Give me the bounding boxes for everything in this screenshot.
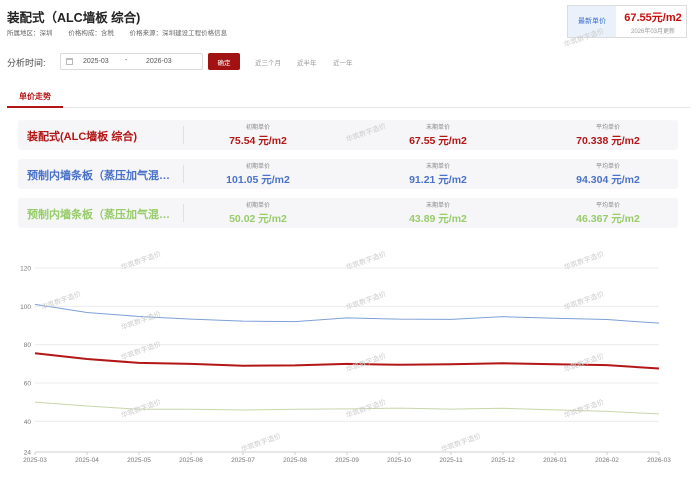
filter-label: 分析时间: bbox=[7, 58, 46, 68]
initial-price: 101.05 元/m2 bbox=[226, 174, 290, 186]
y-tick-label: 60 bbox=[24, 381, 32, 388]
final-price: 91.21 元/m2 bbox=[409, 174, 467, 186]
x-tick-label: 2025-03 bbox=[23, 457, 47, 464]
latest-price-card: 最新单价 67.55元/m2 2026年03月更新 bbox=[567, 5, 687, 38]
calendar-icon bbox=[66, 58, 73, 65]
stat-row: 预制内墙条板（蒸压加气混… 初期单价 101.05 元/m2 末期单价 91.2… bbox=[18, 159, 678, 189]
y-tick-label: 24 bbox=[24, 450, 32, 457]
x-tick-label: 2025-05 bbox=[127, 457, 151, 464]
latest-price-label: 最新单价 bbox=[568, 6, 616, 37]
initial-price-cell: 初期单价 101.05 元/m2 bbox=[188, 161, 328, 187]
series-name: 预制内墙条板（蒸压加气混… bbox=[27, 170, 170, 182]
latest-price-value: 67.55元/m2 bbox=[624, 12, 682, 24]
start-date[interactable]: 2025-03 bbox=[83, 58, 109, 65]
line-chart-svg: 24 40 60 80 100 120 2025-03 2025-04 2025-05 2025-… bbox=[20, 266, 671, 465]
y-tick-label: 100 bbox=[20, 304, 31, 311]
region-info: 所属地区：深圳 bbox=[7, 30, 53, 37]
x-tick-label: 2025-11 bbox=[439, 457, 463, 464]
x-tick-label: 2025-06 bbox=[179, 457, 203, 464]
series-name: 装配式(ALC墙板 综合) bbox=[27, 131, 137, 143]
y-tick-label: 40 bbox=[24, 419, 32, 426]
analysis-time-filter: 分析时间: 2025-03 - 2026-03 确定 近三个月 近半年 近一年 bbox=[7, 52, 697, 72]
x-tick-label: 2026-03 bbox=[647, 457, 671, 464]
end-date[interactable]: 2026-03 bbox=[146, 58, 172, 65]
x-tick-label: 2025-12 bbox=[491, 457, 515, 464]
y-tick-label: 80 bbox=[24, 342, 32, 349]
average-price-cell: 平均单价 46.367 元/m2 bbox=[538, 200, 678, 226]
date-range-picker[interactable]: 2025-03 - 2026-03 bbox=[60, 53, 203, 70]
x-tick-label: 2025-10 bbox=[387, 457, 411, 464]
date-separator: - bbox=[125, 57, 128, 64]
average-price-cell: 平均单价 70.338 元/m2 bbox=[538, 122, 678, 148]
initial-price: 75.54 元/m2 bbox=[229, 135, 287, 147]
x-tick-label: 2025-08 bbox=[283, 457, 307, 464]
final-price-cell: 末期单价 91.21 元/m2 bbox=[368, 161, 508, 187]
tab-price-trend[interactable]: 单价走势 bbox=[7, 90, 63, 108]
final-price-cell: 末期单价 67.55 元/m2 bbox=[368, 122, 508, 148]
source-info: 价格来源：深圳建设工程价格信息 bbox=[129, 30, 228, 37]
average-price: 46.367 元/m2 bbox=[576, 213, 640, 225]
meta-info: 所属地区：深圳 价格构成：含税 价格来源：深圳建设工程价格信息 bbox=[7, 27, 241, 37]
series-line bbox=[34, 303, 660, 324]
x-tick-label: 2025-09 bbox=[335, 457, 359, 464]
composition-info: 价格构成：含税 bbox=[68, 30, 114, 37]
final-price-cell: 末期单价 43.89 元/m2 bbox=[368, 200, 508, 226]
tab-bar: 单价走势 bbox=[7, 90, 690, 108]
initial-price-cell: 初期单价 50.02 元/m2 bbox=[188, 200, 328, 226]
stat-row: 预制内墙条板（蒸压加气混… 初期单价 50.02 元/m2 末期单价 43.89… bbox=[18, 198, 678, 228]
initial-price-cell: 初期单价 75.54 元/m2 bbox=[188, 122, 328, 148]
y-tick-label: 120 bbox=[20, 266, 31, 273]
page-header: 装配式（ALC墙板 综合) 所属地区：深圳 价格构成：含税 价格来源：深圳建设工… bbox=[0, 0, 697, 50]
x-tick-label: 2025-04 bbox=[75, 457, 99, 464]
quick-6-months[interactable]: 近半年 bbox=[297, 60, 317, 67]
quick-3-months[interactable]: 近三个月 bbox=[255, 60, 281, 67]
x-tick-label: 2025-07 bbox=[231, 457, 255, 464]
quick-1-year[interactable]: 近一年 bbox=[333, 60, 353, 67]
average-price: 94.304 元/m2 bbox=[576, 174, 640, 186]
confirm-button[interactable]: 确定 bbox=[208, 53, 240, 70]
x-tick-label: 2026-02 bbox=[595, 457, 619, 464]
final-price: 67.55 元/m2 bbox=[409, 135, 467, 147]
stat-row: 装配式(ALC墙板 综合) 初期单价 75.54 元/m2 末期单价 67.55… bbox=[18, 120, 678, 150]
x-tick-label: 2026-01 bbox=[543, 457, 567, 464]
price-trend-chart: 24 40 60 80 100 120 2025-03 2025-04 2025-05 2025-… bbox=[0, 256, 697, 483]
series-name: 预制内墙条板（蒸压加气混… bbox=[27, 209, 170, 221]
initial-price: 50.02 元/m2 bbox=[229, 213, 287, 225]
series-line bbox=[34, 401, 660, 415]
average-price-cell: 平均单价 94.304 元/m2 bbox=[538, 161, 678, 187]
latest-price-updated: 2026年03月更新 bbox=[630, 29, 676, 35]
page-title: 装配式（ALC墙板 综合) bbox=[7, 11, 141, 25]
average-price: 70.338 元/m2 bbox=[576, 135, 640, 147]
series-line bbox=[34, 352, 660, 370]
final-price: 43.89 元/m2 bbox=[409, 213, 467, 225]
